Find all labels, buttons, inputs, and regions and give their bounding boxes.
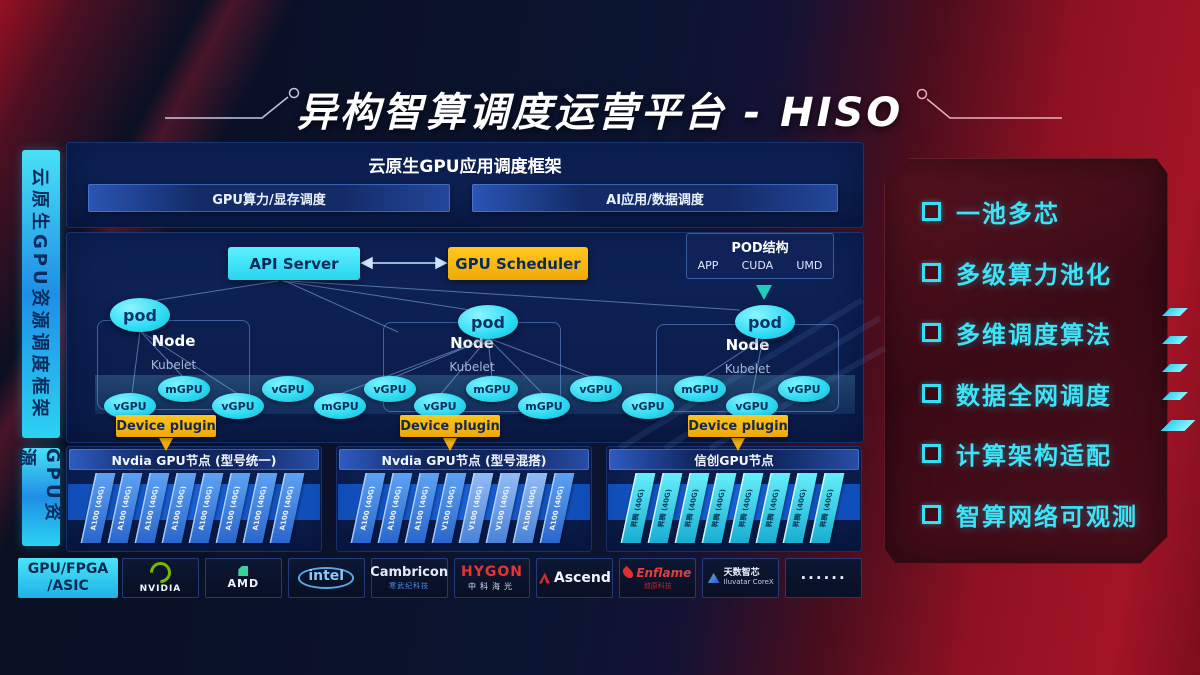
gpu-unit: vGPU	[212, 393, 264, 419]
rail-gpu-resource: GPU资源	[16, 448, 63, 546]
vendor-ascend: Ascend	[536, 558, 614, 598]
gpu-group-header: Nvdia GPU节点 (型号统一)	[69, 449, 319, 470]
node-label: Node	[725, 336, 770, 354]
rail-scheduling-label: 云原生GPU资源调度框架	[29, 167, 50, 421]
gpu-group-header: 信创GPU节点	[609, 449, 859, 470]
vendor-label: Ascend	[553, 570, 611, 586]
feature-panel: 一池多芯 多级算力池化 多维调度算法 数据全网调度 计算架构适配 智算网络可观测	[884, 158, 1168, 564]
gpu-unit: vGPU	[570, 376, 622, 402]
feature-label: 智算网络可观测	[956, 502, 1138, 531]
feature-item: 数据全网调度	[922, 376, 1148, 411]
gpu-unit: vGPU	[778, 376, 830, 402]
pod-structure-item: APP	[697, 259, 719, 272]
intel-logo-icon: intel	[298, 567, 355, 589]
gpu-unit: vGPU	[262, 376, 314, 402]
vendor-label: HYGON	[461, 564, 523, 580]
square-bullet-icon	[922, 505, 941, 524]
pod-structure-box: POD结构 APP CUDA UMD	[686, 233, 834, 279]
page-title: 异构智算调度运营平台 - HISO	[296, 90, 904, 136]
device-plugin-box: Device plugin	[400, 415, 500, 437]
vendor-more: ······	[785, 558, 863, 598]
ascend-logo-icon	[538, 572, 550, 584]
vendor-enflame: Enflame 燧原科技	[619, 558, 697, 598]
vendor-label: AMD	[227, 577, 260, 590]
gpu-group-mixed: A100 (40G) A100 (40G) A100 (40G) V100 (4…	[336, 446, 592, 552]
compute-mem-scheduling-bar: GPU算力/显存调度	[88, 184, 450, 212]
api-server-box: API Server	[228, 247, 360, 280]
gpu-group-header: Nvdia GPU节点 (型号混搭)	[339, 449, 589, 470]
iluvatar-logo-icon	[707, 572, 720, 583]
square-bullet-icon	[922, 444, 941, 463]
hw-label-line2: /ASIC	[47, 578, 89, 594]
hw-type-box: GPU/FPGA /ASIC	[18, 558, 118, 598]
kubelet-label: Kubelet	[449, 360, 495, 374]
vendor-sublabel: 中科海光	[468, 582, 516, 591]
vendor-nvidia: NVIDIA	[122, 558, 199, 598]
feature-label: 多维调度算法	[956, 321, 1112, 350]
nvidia-logo-icon	[145, 558, 176, 588]
ai-data-scheduling-bar: AI应用/数据调度	[472, 184, 838, 212]
vendor-iluvatar: 天数智芯 Iluvatar CoreX	[702, 558, 780, 598]
feature-item: 一池多芯	[922, 194, 1148, 229]
feature-item: 多级算力池化	[922, 255, 1148, 290]
gpu-unit: vGPU	[622, 393, 674, 419]
cyan-slash-decoration	[1160, 308, 1196, 431]
square-bullet-icon	[922, 263, 941, 282]
feature-item: 多维调度算法	[922, 315, 1148, 350]
feature-item: 计算架构适配	[922, 436, 1148, 471]
rail-scheduling-framework: 云原生GPU资源调度框架	[22, 150, 60, 438]
pod-ellipse: pod	[458, 305, 518, 339]
square-bullet-icon	[922, 323, 941, 342]
vendor-label: NVIDIA	[139, 584, 182, 594]
gpu-unit: mGPU	[674, 376, 726, 402]
gpu-unit: mGPU	[314, 393, 366, 419]
rail-resource-label: GPU资源	[16, 448, 63, 525]
device-plugin-box: Device plugin	[116, 415, 216, 437]
feature-item: 智算网络可观测	[922, 497, 1148, 532]
pod-ellipse: pod	[110, 298, 170, 332]
vendor-intel: intel	[287, 558, 365, 598]
vendor-sublabel: 燧原科技	[643, 581, 672, 590]
kubelet-label: Kubelet	[150, 358, 197, 372]
app-scheduling-framework-panel: 云原生GPU应用调度框架 GPU算力/显存调度 AI应用/数据调度	[66, 142, 864, 228]
gpu-unit: mGPU	[158, 376, 210, 402]
hw-label-line1: GPU/FPGA	[27, 560, 109, 577]
pod-ellipse: pod	[735, 305, 795, 339]
vendor-label: Cambricon	[370, 565, 448, 580]
feature-label: 计算架构适配	[956, 442, 1112, 471]
vendor-row: NVIDIA AMD intel Cambricon 寒武纪科技 HYGON 中…	[122, 558, 863, 598]
pod-structure-item: CUDA	[741, 259, 774, 272]
gpu-group-uniform: A100 (40G) A100 (40G) A100 (40G) A100 (4…	[66, 446, 322, 552]
feature-label: 多级算力池化	[956, 260, 1112, 289]
gpu-unit: vGPU	[364, 376, 416, 402]
vendor-label: Enflame	[636, 565, 692, 580]
gpu-unit: mGPU	[466, 376, 518, 402]
amd-logo-icon	[238, 566, 249, 576]
square-bullet-icon	[922, 202, 941, 221]
gpu-unit: mGPU	[518, 393, 570, 419]
vendor-label: ······	[800, 569, 847, 587]
framework-title: 云原生GPU应用调度框架	[368, 157, 562, 177]
gpu-group-xinchuang: 昇腾 (40G) 昇腾 (40G) 昇腾 (40G) 昇腾 (40G) 昇腾 (…	[606, 446, 862, 552]
node-label: Node	[151, 332, 196, 350]
vendor-sublabel: Iluvatar CoreX	[723, 578, 774, 587]
feature-label: 一池多芯	[956, 200, 1060, 228]
device-plugin-box: Device plugin	[688, 415, 788, 437]
gpu-scheduler-box: GPU Scheduler	[448, 247, 588, 280]
enflame-logo-icon	[621, 565, 636, 580]
vendor-cambricon: Cambricon 寒武纪科技	[370, 558, 448, 598]
vendor-sublabel: 寒武纪科技	[389, 582, 430, 590]
vendor-hygon: HYGON 中科海光	[453, 558, 531, 598]
pod-structure-title: POD结构	[731, 241, 789, 256]
vendor-amd: AMD	[204, 558, 282, 598]
pod-structure-item: UMD	[796, 259, 823, 272]
feature-label: 数据全网调度	[956, 381, 1112, 410]
square-bullet-icon	[922, 384, 941, 403]
kubelet-label: Kubelet	[724, 362, 771, 376]
